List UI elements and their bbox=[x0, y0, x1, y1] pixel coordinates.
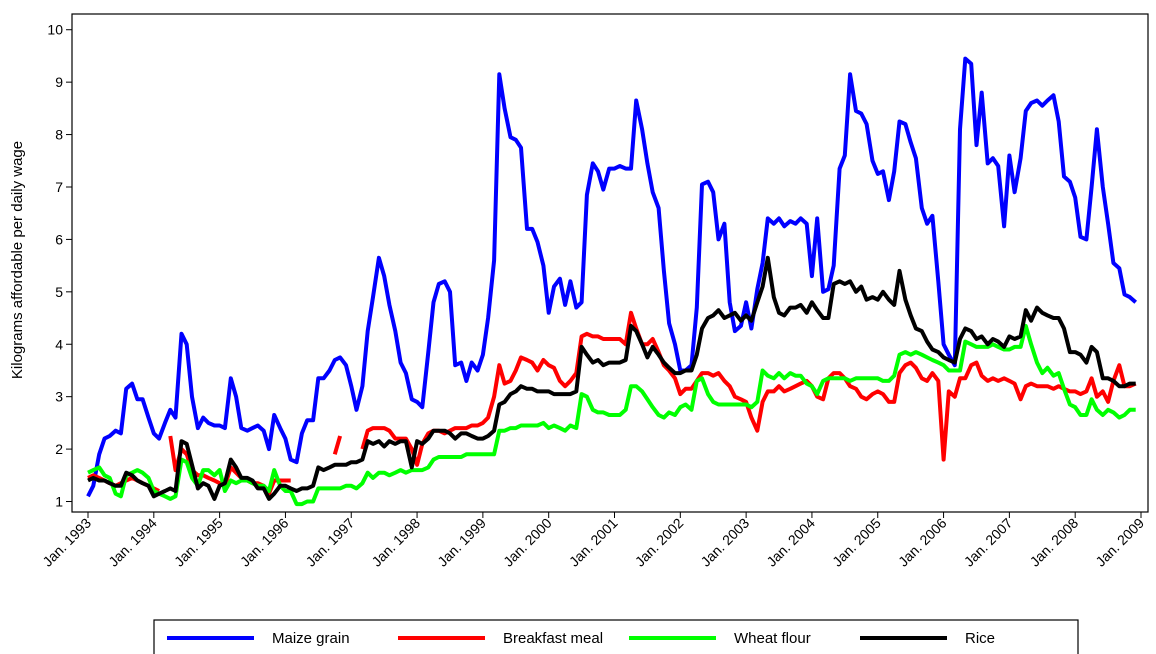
y-tick-label: 8 bbox=[55, 127, 63, 143]
plot-frame bbox=[71, 13, 1149, 513]
y-tick-label: 3 bbox=[55, 389, 63, 405]
legend-label-breakfast-meal: Breakfast meal bbox=[503, 630, 603, 647]
legend: Maize grain Breakfast meal Wheat flour Rice bbox=[153, 619, 1079, 654]
y-tick-label: 2 bbox=[55, 441, 63, 457]
y-tick-label: 10 bbox=[47, 22, 63, 38]
y-axis-ticks: 1 2 3 4 5 6 7 8 9 10 bbox=[47, 22, 72, 510]
series-line-maize-grain bbox=[86, 56, 1138, 498]
y-tick-label: 7 bbox=[55, 179, 63, 195]
series-line-rice bbox=[87, 255, 1136, 501]
y-tick-label: 5 bbox=[55, 284, 63, 300]
y-tick-label: 1 bbox=[55, 494, 63, 510]
series-layer bbox=[86, 56, 1138, 507]
y-tick-label: 6 bbox=[55, 231, 63, 247]
y-axis-title: Kilograms affordable per daily wage bbox=[9, 141, 26, 379]
legend-label-wheat-flour: Wheat flour bbox=[734, 630, 811, 647]
y-tick-label: 9 bbox=[55, 74, 63, 90]
legend-label-maize-grain: Maize grain bbox=[272, 630, 350, 647]
y-tick-label: 4 bbox=[55, 336, 63, 352]
legend-label-rice: Rice bbox=[965, 630, 995, 647]
series-line-wheat-flour bbox=[87, 323, 1136, 507]
